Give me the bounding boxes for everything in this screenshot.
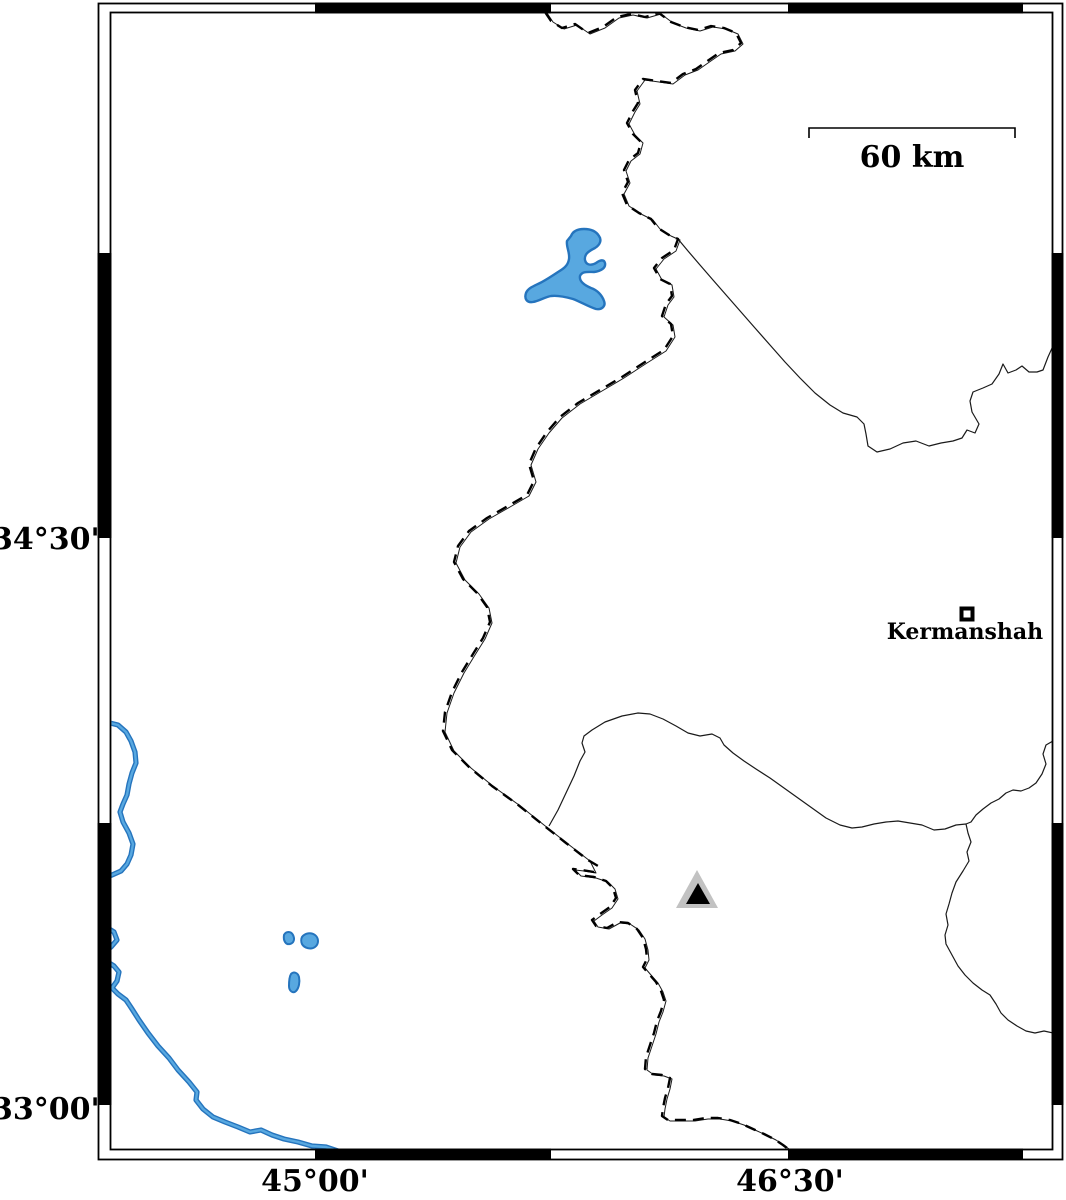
international-border-solid: [444, 13, 790, 1149]
international-border-dashed: [441, 13, 791, 1149]
frame-segment: [1051, 823, 1064, 1105]
pond-icon: [287, 971, 301, 994]
pond-icon: [300, 932, 319, 950]
scale-bar-label: 60 km: [859, 140, 965, 175]
frame-segment: [788, 1148, 1023, 1160]
map-frame: [97, 2, 1064, 1161]
frame-outer-rect: [97, 2, 1064, 1161]
pond-icon: [282, 931, 295, 946]
tick-label-lon-45-00: 45°00': [261, 1164, 369, 1199]
river-line: [111, 720, 340, 1149]
city-label: Kermanshah: [886, 619, 1044, 645]
frame-segment: [97, 253, 112, 538]
frame-segment: [1051, 253, 1064, 538]
tick-label-lat-33-00: 33°00': [0, 1092, 100, 1127]
province-boundary-northeast: [677, 238, 1052, 453]
province-boundary-east: [944, 740, 1052, 1034]
frame-segment: [315, 1148, 551, 1160]
city-square-icon: [959, 606, 975, 622]
tick-label-lat-34-30: 34°30': [0, 522, 100, 557]
frame-segment: [788, 2, 1023, 14]
triangle-core-icon: [686, 883, 710, 904]
province-boundary-southeast: [548, 712, 967, 831]
scale-bar: [808, 127, 1016, 138]
frame-segment: [97, 823, 112, 1105]
station-triangle-marker: [676, 870, 718, 908]
frame-inner-rect: [109, 11, 1054, 1151]
frame-segment: [315, 2, 551, 14]
lake-polygon: [524, 227, 607, 311]
tick-label-lon-46-30: 46°30': [736, 1164, 844, 1199]
